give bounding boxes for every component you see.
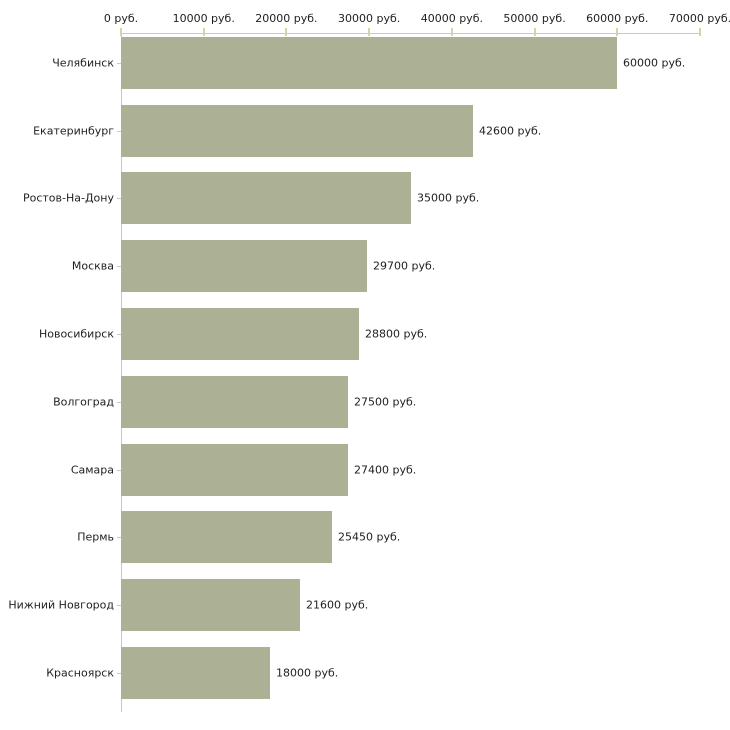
bar <box>121 36 617 89</box>
value-label: 35000 руб. <box>417 191 480 205</box>
category-tick-mark <box>117 673 121 675</box>
x-axis-tick-mark <box>699 28 701 36</box>
bar <box>121 511 332 564</box>
bar-row: Красноярск 18000 руб. <box>0 639 730 707</box>
category-label: Челябинск <box>52 56 114 70</box>
category-tick-mark <box>117 605 121 607</box>
category-tick-mark <box>117 537 121 539</box>
category-label: Нижний Новгород <box>8 598 114 612</box>
value-label: 21600 руб. <box>306 598 369 612</box>
bar <box>121 240 367 293</box>
bar <box>121 375 348 428</box>
x-axis-tick-mark <box>533 28 536 36</box>
bar-row: Нижний Новгород 21600 руб. <box>0 571 730 639</box>
value-label: 25450 руб. <box>338 530 401 544</box>
bar <box>121 308 359 361</box>
x-axis-tick-label: 40000 руб. <box>420 12 483 25</box>
x-axis-tick-label: 50000 руб. <box>503 12 566 25</box>
x-axis-tick-mark <box>616 28 619 36</box>
category-label: Пермь <box>77 530 114 544</box>
bar <box>121 104 473 157</box>
bar-rows-container: Челябинск 60000 руб. Екатеринбург 42600 … <box>0 29 730 707</box>
bar-row: Челябинск 60000 руб. <box>0 29 730 97</box>
x-axis-line <box>121 33 701 34</box>
value-label: 60000 руб. <box>623 56 686 70</box>
category-tick-mark <box>117 401 121 403</box>
category-label: Красноярск <box>46 666 114 680</box>
value-label: 28800 руб. <box>365 327 428 341</box>
bar-row: Самара 27400 руб. <box>0 436 730 504</box>
bar <box>121 647 270 700</box>
value-label: 42600 руб. <box>479 124 542 138</box>
category-tick-mark <box>117 266 121 268</box>
category-tick-mark <box>117 62 121 64</box>
value-label: 27500 руб. <box>354 395 417 409</box>
x-axis-tick-label: 0 руб. <box>103 12 139 25</box>
bar-row: Пермь 25450 руб. <box>0 504 730 572</box>
y-axis-line <box>121 33 122 712</box>
x-axis-tick-mark <box>120 28 122 36</box>
bar-row: Ростов-На-Дону 35000 руб. <box>0 165 730 233</box>
category-label: Самара <box>70 463 114 477</box>
x-axis-tick-label: 30000 руб. <box>338 12 401 25</box>
bar <box>121 443 348 496</box>
bar-row: Новосибирск 28800 руб. <box>0 300 730 368</box>
value-label: 18000 руб. <box>276 666 339 680</box>
category-label: Ростов-На-Дону <box>22 191 114 205</box>
value-label: 27400 руб. <box>354 463 417 477</box>
bar <box>121 579 300 632</box>
x-axis-tick-mark <box>202 28 205 36</box>
category-tick-mark <box>117 198 121 200</box>
bar-row: Волгоград 27500 руб. <box>0 368 730 436</box>
category-tick-mark <box>117 469 121 471</box>
x-axis-tick-label: 10000 руб. <box>172 12 235 25</box>
category-tick-mark <box>117 130 121 132</box>
x-axis-tick-label: 70000 руб. <box>668 12 730 25</box>
category-label: Волгоград <box>53 395 114 409</box>
x-axis-tick-mark <box>368 28 371 36</box>
category-label: Новосибирск <box>38 327 114 341</box>
x-axis-tick-label: 20000 руб. <box>255 12 318 25</box>
bar-row: Москва 29700 руб. <box>0 232 730 300</box>
x-axis-tick-mark <box>285 28 288 36</box>
category-label: Екатеринбург <box>33 124 114 138</box>
category-label: Москва <box>71 259 114 273</box>
value-label: 29700 руб. <box>373 259 436 273</box>
bar-row: Екатеринбург 42600 руб. <box>0 97 730 165</box>
x-axis-tick-mark <box>450 28 453 36</box>
category-tick-mark <box>117 334 121 336</box>
x-axis-tick-label: 60000 руб. <box>586 12 649 25</box>
bar <box>121 172 411 225</box>
